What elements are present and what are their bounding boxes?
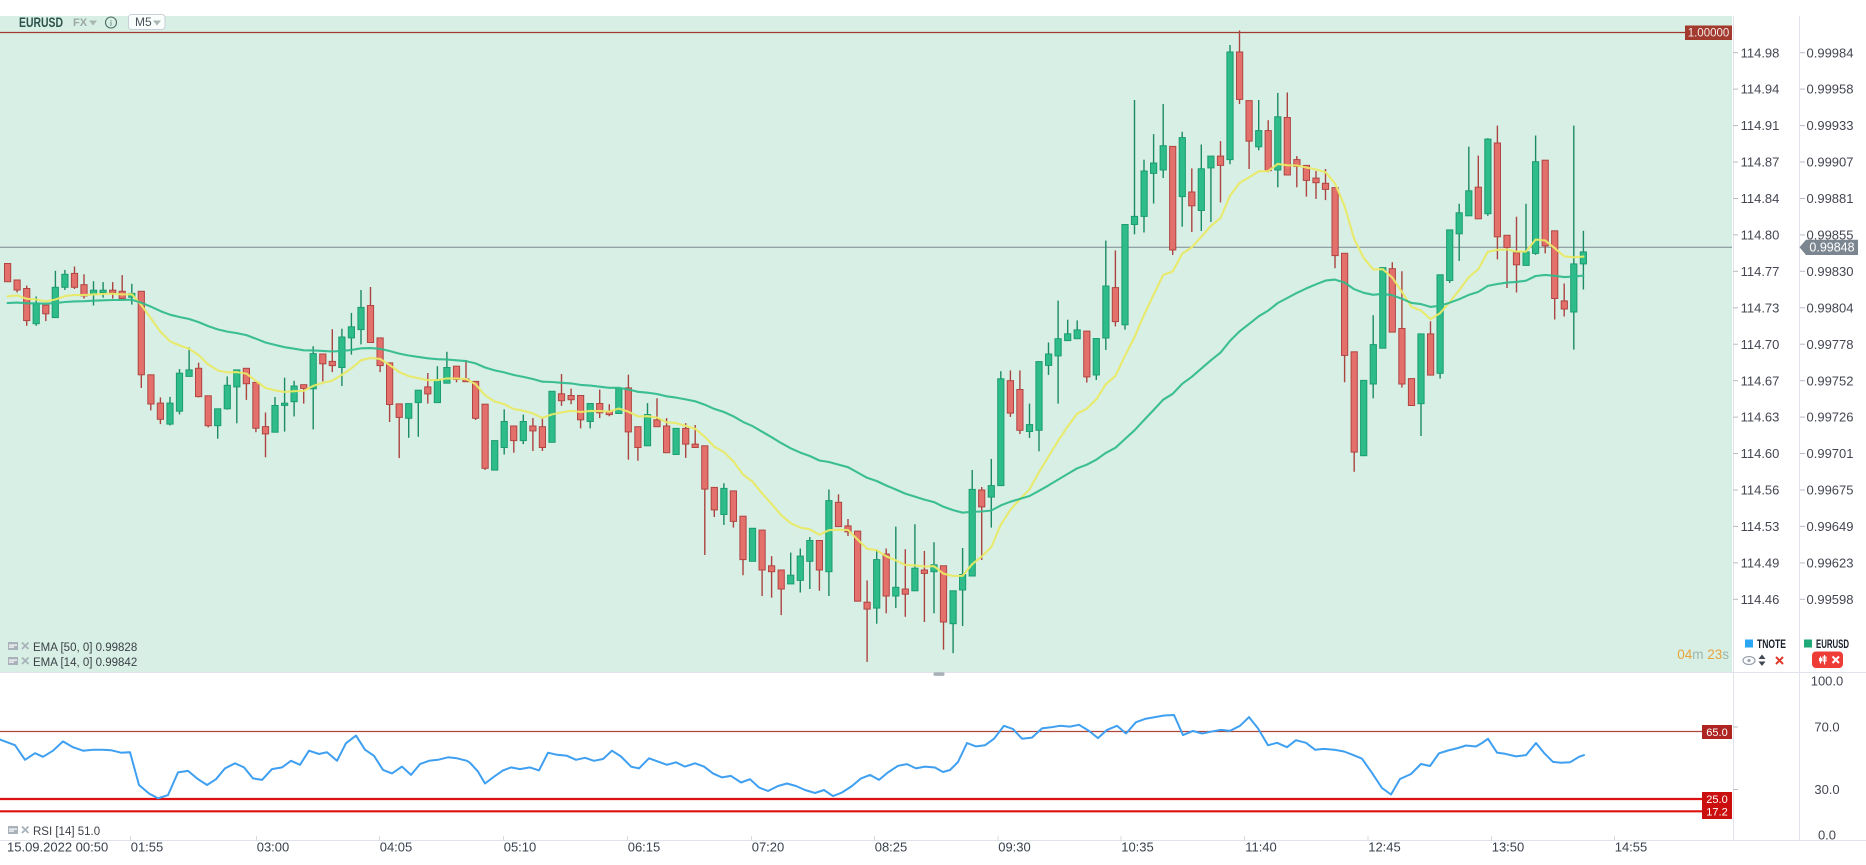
svg-text:65.0: 65.0	[1706, 727, 1727, 739]
svg-text:114.63: 114.63	[1741, 410, 1780, 425]
svg-text:05:10: 05:10	[504, 840, 537, 855]
svg-text:100.0: 100.0	[1811, 674, 1844, 689]
svg-text:0.99830: 0.99830	[1807, 264, 1854, 279]
svg-text:04:05: 04:05	[380, 840, 413, 855]
svg-text:114.87: 114.87	[1741, 155, 1780, 170]
svg-text:0.99804: 0.99804	[1807, 300, 1854, 315]
svg-text:0.99907: 0.99907	[1807, 155, 1854, 170]
svg-text:114.49: 114.49	[1741, 556, 1780, 571]
svg-text:0.99623: 0.99623	[1807, 556, 1854, 571]
svg-text:RSI [14] 51.0: RSI [14] 51.0	[33, 826, 100, 838]
svg-text:07:20: 07:20	[752, 840, 785, 855]
svg-text:11:40: 11:40	[1245, 840, 1277, 855]
svg-text:09:30: 09:30	[998, 840, 1031, 855]
svg-text:114.53: 114.53	[1741, 519, 1780, 534]
svg-text:14:55: 14:55	[1615, 840, 1648, 855]
svg-text:0.99881: 0.99881	[1807, 191, 1854, 206]
svg-text:114.84: 114.84	[1741, 191, 1780, 206]
svg-text:0.99752: 0.99752	[1807, 373, 1854, 388]
svg-text:114.70: 114.70	[1741, 337, 1780, 352]
svg-text:0.99675: 0.99675	[1807, 483, 1854, 498]
svg-text:0.99598: 0.99598	[1807, 592, 1854, 607]
svg-text:04m 23s: 04m 23s	[1677, 647, 1729, 662]
svg-text:30.0: 30.0	[1814, 782, 1839, 797]
svg-text:114.98: 114.98	[1741, 45, 1780, 60]
svg-text:114.91: 114.91	[1741, 118, 1780, 133]
svg-text:114.46: 114.46	[1741, 592, 1780, 607]
svg-text:0.99778: 0.99778	[1807, 337, 1854, 352]
svg-text:01:55: 01:55	[131, 840, 164, 855]
svg-text:12:45: 12:45	[1368, 840, 1401, 855]
svg-text:08:25: 08:25	[875, 840, 908, 855]
svg-text:114.80: 114.80	[1741, 228, 1780, 243]
svg-text:FX: FX	[73, 17, 88, 29]
svg-text:EURUSD: EURUSD	[1816, 639, 1849, 651]
svg-text:TNOTE: TNOTE	[1757, 639, 1786, 651]
svg-text:06:15: 06:15	[628, 840, 661, 855]
svg-text:1.00000: 1.00000	[1688, 28, 1730, 40]
svg-text:0.99649: 0.99649	[1807, 519, 1854, 534]
svg-text:0.99958: 0.99958	[1807, 82, 1854, 97]
svg-text:0.99984: 0.99984	[1807, 45, 1854, 60]
svg-text:10:35: 10:35	[1121, 840, 1154, 855]
svg-text:15.09.2022 00:50: 15.09.2022 00:50	[7, 840, 108, 855]
svg-text:M5: M5	[135, 15, 152, 29]
svg-text:114.77: 114.77	[1741, 264, 1780, 279]
svg-text:i: i	[110, 18, 112, 28]
svg-text:EMA [50, 0] 0.99828: EMA [50, 0] 0.99828	[33, 642, 137, 654]
svg-text:114.94: 114.94	[1741, 82, 1780, 97]
svg-text:114.67: 114.67	[1741, 373, 1780, 388]
svg-text:25.0: 25.0	[1706, 794, 1727, 806]
svg-text:03:00: 03:00	[257, 840, 290, 855]
svg-text:0.0: 0.0	[1818, 828, 1836, 843]
svg-text:0.99933: 0.99933	[1807, 118, 1854, 133]
svg-text:EURUSD: EURUSD	[19, 15, 63, 30]
svg-text:70.0: 70.0	[1814, 720, 1839, 735]
svg-text:0.99848: 0.99848	[1809, 241, 1854, 255]
svg-text:13:50: 13:50	[1492, 840, 1525, 855]
svg-text:0.99701: 0.99701	[1807, 446, 1854, 461]
svg-text:17.2: 17.2	[1706, 807, 1727, 819]
svg-text:0.99855: 0.99855	[1807, 228, 1854, 243]
svg-text:EMA [14, 0] 0.99842: EMA [14, 0] 0.99842	[33, 657, 137, 669]
svg-text:114.56: 114.56	[1741, 483, 1780, 498]
svg-text:114.73: 114.73	[1741, 300, 1780, 315]
svg-text:114.60: 114.60	[1741, 446, 1780, 461]
svg-text:0.99726: 0.99726	[1807, 410, 1854, 425]
